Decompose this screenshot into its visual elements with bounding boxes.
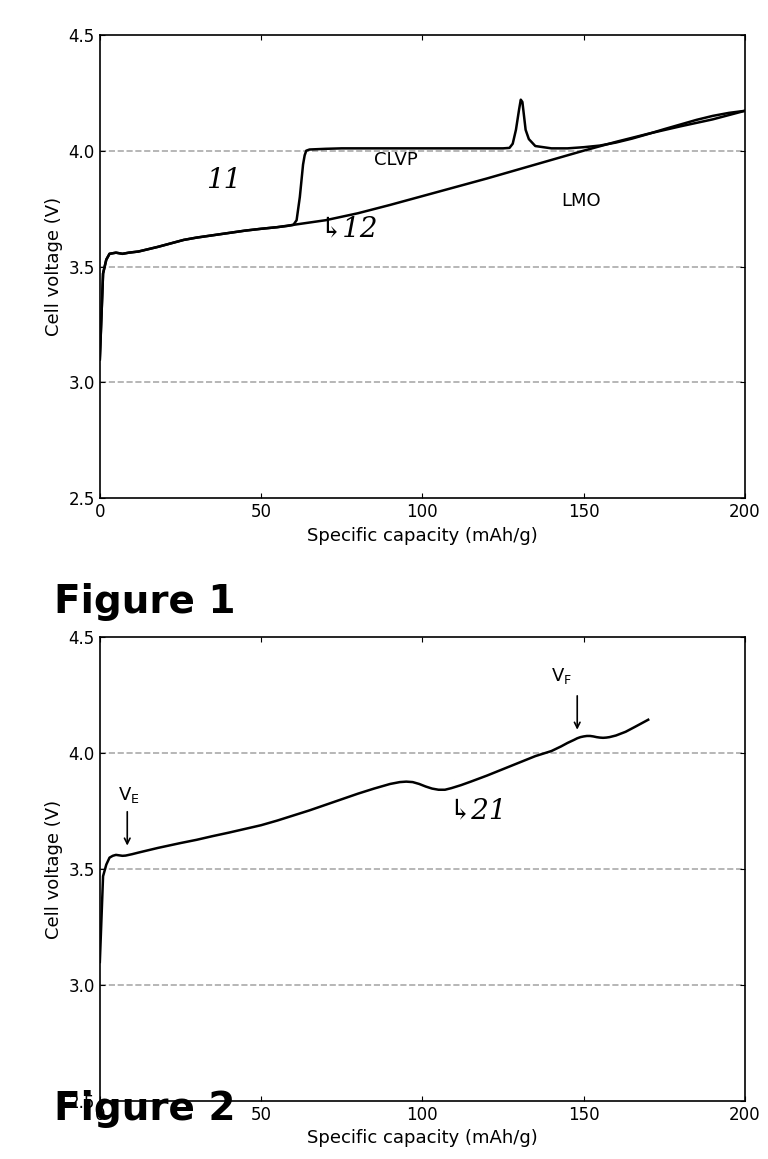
Text: V$_\mathregular{F}$: V$_\mathregular{F}$ xyxy=(551,666,572,686)
Text: 11: 11 xyxy=(207,167,241,194)
Text: CLVP: CLVP xyxy=(374,151,418,168)
Text: LMO: LMO xyxy=(561,192,601,210)
Y-axis label: Cell voltage (V): Cell voltage (V) xyxy=(45,800,63,939)
Text: ↳21: ↳21 xyxy=(449,797,507,824)
Text: V$_\mathregular{E}$: V$_\mathregular{E}$ xyxy=(118,785,139,804)
Text: ↳12: ↳12 xyxy=(319,216,378,242)
Text: Figure 2: Figure 2 xyxy=(54,1089,235,1128)
X-axis label: Specific capacity (mAh/g): Specific capacity (mAh/g) xyxy=(307,1130,538,1147)
Text: Figure 1: Figure 1 xyxy=(54,583,235,621)
X-axis label: Specific capacity (mAh/g): Specific capacity (mAh/g) xyxy=(307,527,538,545)
Y-axis label: Cell voltage (V): Cell voltage (V) xyxy=(45,197,63,336)
